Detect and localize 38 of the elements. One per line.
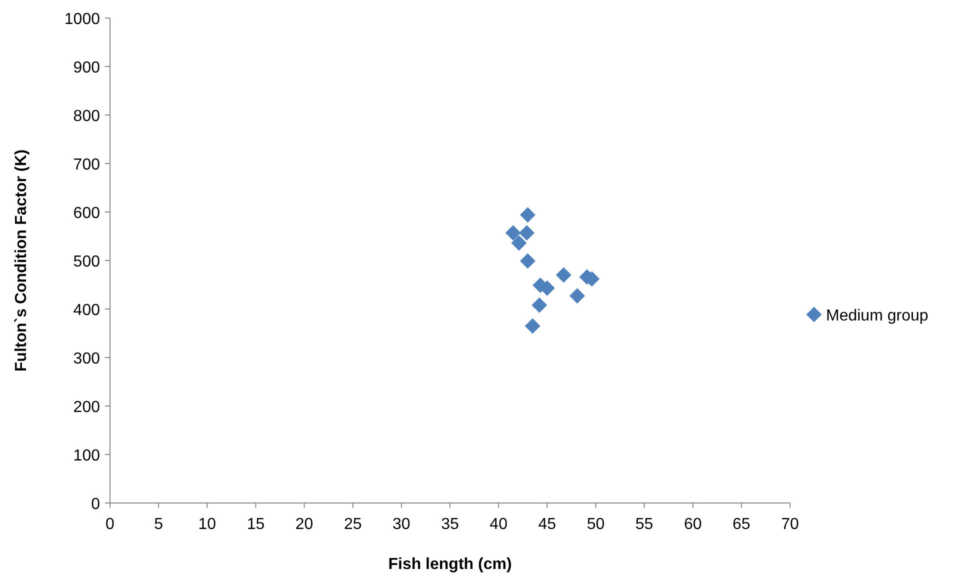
y-tick-label: 400	[73, 302, 100, 319]
y-tick-label: 700	[73, 156, 100, 174]
y-tick-label: 800	[73, 108, 100, 125]
x-tick-label: 0	[106, 516, 115, 533]
point	[518, 225, 534, 241]
y-tick-label: 900	[73, 60, 100, 76]
x-tick-label: 45	[538, 516, 556, 533]
x-tick-label: 40	[490, 516, 508, 533]
y-tick-label: 300	[73, 350, 100, 368]
y-tick-label: 100	[73, 448, 100, 464]
x-tick-label: 50	[586, 516, 605, 533]
x-tick-label: 65	[732, 516, 750, 533]
x-tick-label: 55	[635, 516, 654, 533]
x-tick-label: 30	[392, 516, 410, 533]
point	[524, 318, 540, 334]
y-tick-label: 0	[91, 496, 100, 513]
legend-label: Medium group	[826, 308, 928, 324]
x-tick-label: 10	[198, 516, 216, 533]
x-tick-label: 70	[781, 516, 799, 533]
point	[505, 225, 521, 241]
x-tick-label: 60	[684, 516, 702, 533]
y-tick-label: 1000	[64, 11, 100, 28]
x-tick-label: 20	[295, 516, 314, 533]
point	[570, 288, 586, 304]
x-tick-label: 15	[246, 516, 265, 533]
y-tick-label: 600	[73, 205, 100, 222]
point	[520, 207, 536, 223]
point	[511, 235, 527, 251]
x-axis-title: Fish length (cm)	[388, 556, 512, 573]
point	[520, 253, 536, 269]
point	[532, 297, 548, 313]
x-tick-label: 25	[344, 516, 362, 533]
y-tick-label: 500	[73, 254, 100, 270]
point	[556, 267, 572, 283]
y-tick-label: 200	[73, 399, 100, 416]
y-axis-title: Fulton`s Condition Factor (K)	[13, 149, 30, 372]
x-tick-label: 5	[154, 516, 164, 533]
x-tick-label: 35	[441, 516, 459, 533]
